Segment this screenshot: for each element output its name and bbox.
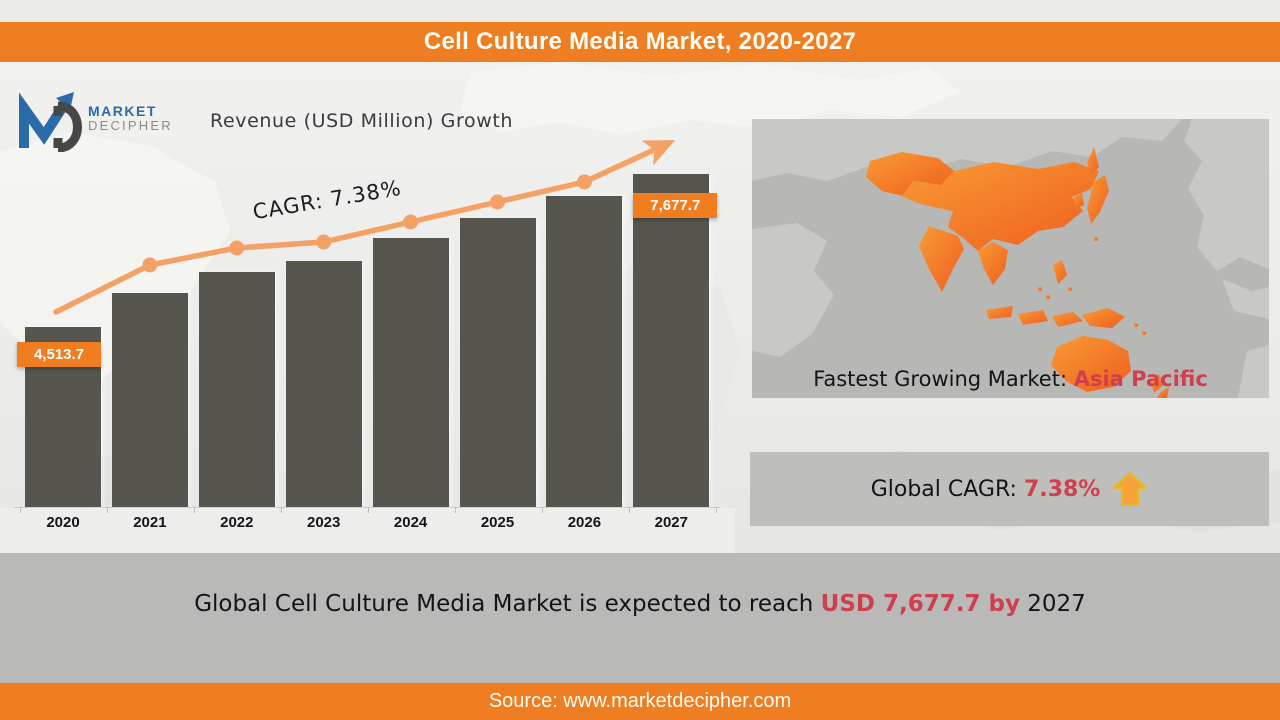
axis-tick	[193, 507, 195, 513]
axis-tick	[715, 507, 717, 513]
bar-2025	[459, 218, 536, 507]
axis-tick	[454, 507, 456, 513]
x-axis	[14, 507, 720, 508]
axis-tick	[19, 507, 21, 513]
trend-point	[403, 214, 419, 230]
fastest-growing-caption: Fastest Growing Market: Asia Pacific	[752, 367, 1269, 391]
global-cagr-text: Global CAGR: 7.38%	[871, 477, 1101, 502]
market-decipher-logo-icon	[19, 92, 82, 153]
top-strip	[0, 0, 1280, 22]
trend-point	[490, 194, 505, 210]
value-label-2027: 7,677.7	[633, 193, 718, 218]
logo: MARKET DECIPHER	[18, 90, 188, 153]
axis-tick	[541, 507, 543, 513]
chart-title: Revenue (USD Million) Growth	[210, 110, 514, 132]
bar-2023	[285, 261, 362, 507]
axis-label-2027: 2027	[654, 514, 688, 531]
trend-point	[229, 240, 245, 256]
summary-text: Global Cell Culture Media Market is expe…	[0, 591, 1280, 617]
page-title: Cell Culture Media Market, 2020-2027	[423, 28, 857, 55]
summary-suffix: 2027	[1019, 591, 1086, 617]
global-cagr-prefix: Global CAGR:	[870, 476, 1024, 502]
axis-tick	[280, 507, 282, 513]
axis-label-2026: 2026	[567, 514, 602, 531]
header-bar: Cell Culture Media Market, 2020-2027	[0, 22, 1280, 62]
map-panel: Fastest Growing Market: Asia Pacific	[752, 119, 1269, 398]
source-text: Source: www.marketdecipher.com	[488, 690, 792, 712]
caption-region: Asia Pacific	[1073, 367, 1208, 391]
axis-label-2023: 2023	[307, 514, 341, 531]
trend-point	[316, 234, 332, 250]
asia-pacific-map	[752, 119, 1269, 398]
axis-label-2025: 2025	[480, 514, 515, 531]
summary-band: Global Cell Culture Media Market is expe…	[0, 553, 1280, 683]
bar-2024	[372, 238, 449, 507]
axis-label-2021: 2021	[133, 514, 167, 531]
up-arrow-icon	[1113, 472, 1148, 506]
trend-point	[142, 257, 158, 273]
logo-decipher-text: DECIPHER	[88, 117, 173, 133]
summary-prefix: Global Cell Culture Media Market is expe…	[194, 591, 821, 617]
axis-tick	[367, 507, 369, 513]
global-cagr-value: 7.38%	[1023, 476, 1101, 502]
axis-label-2022: 2022	[220, 514, 254, 531]
footer-bar: Source: www.marketdecipher.com	[0, 683, 1280, 720]
axis-strip	[0, 508, 735, 553]
global-cagr-panel: Global CAGR: 7.38%	[750, 452, 1269, 526]
axis-label-2024: 2024	[393, 514, 428, 531]
axis-label-2020: 2020	[46, 514, 80, 531]
axis-tick	[628, 507, 630, 513]
axis-tick	[106, 507, 108, 513]
trend-point	[576, 174, 592, 190]
summary-highlight: USD 7,677.7 by	[820, 591, 1020, 617]
value-label-2020: 4,513.7	[17, 342, 101, 367]
caption-prefix: Fastest Growing Market:	[813, 367, 1074, 391]
logo-market-text: MARKET	[88, 103, 157, 119]
